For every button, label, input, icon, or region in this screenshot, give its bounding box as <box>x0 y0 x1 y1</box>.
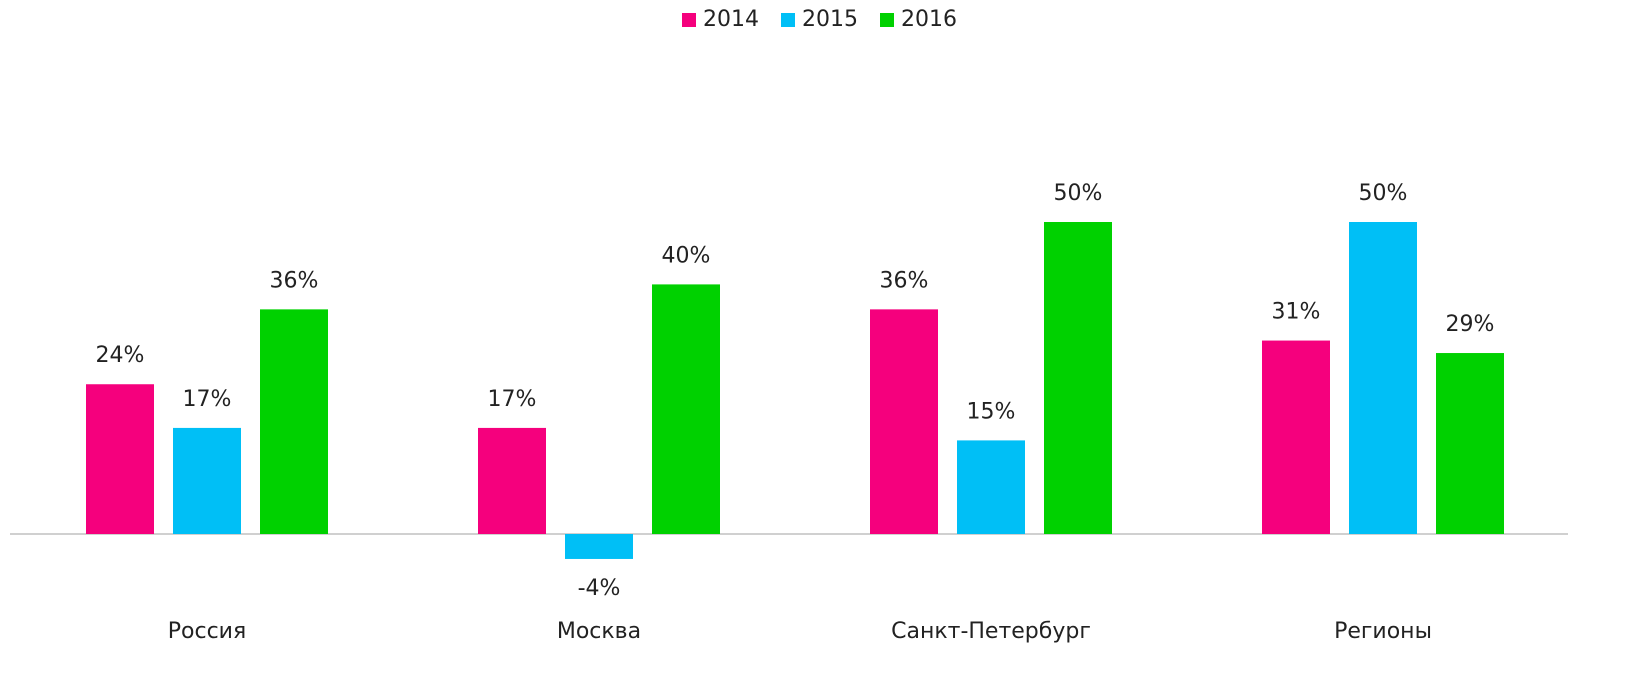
value-label: 24% <box>96 343 145 368</box>
bar <box>565 534 633 559</box>
x-tick-label: Россия <box>168 619 246 644</box>
value-label: 17% <box>488 387 537 412</box>
bar <box>260 309 328 534</box>
bar <box>1262 340 1330 534</box>
legend-label: 2014 <box>703 7 759 32</box>
legend-swatch <box>880 13 894 27</box>
value-label: 40% <box>662 243 711 268</box>
value-label: 36% <box>270 268 319 293</box>
bar <box>1349 222 1417 534</box>
value-label: 36% <box>880 268 929 293</box>
value-label: 17% <box>183 387 232 412</box>
value-label: 50% <box>1359 181 1408 206</box>
bar <box>1044 222 1112 534</box>
bar <box>478 427 546 534</box>
bar <box>652 284 720 534</box>
legend-swatch <box>781 13 795 27</box>
value-label: -4% <box>578 576 621 601</box>
x-tick-label: Санкт-Петербург <box>891 619 1091 644</box>
value-label: 50% <box>1054 181 1103 206</box>
bar <box>957 440 1025 534</box>
x-tick-label: Регионы <box>1334 619 1432 644</box>
value-label: 15% <box>967 399 1016 424</box>
value-label: 31% <box>1272 300 1321 325</box>
bar <box>86 384 154 534</box>
legend-label: 2016 <box>901 7 957 32</box>
value-label: 29% <box>1446 312 1495 337</box>
bar <box>870 309 938 534</box>
x-tick-label: Москва <box>557 619 641 644</box>
legend-label: 2015 <box>802 7 858 32</box>
bar <box>173 427 241 534</box>
legend-swatch <box>682 13 696 27</box>
bar <box>1436 353 1504 534</box>
